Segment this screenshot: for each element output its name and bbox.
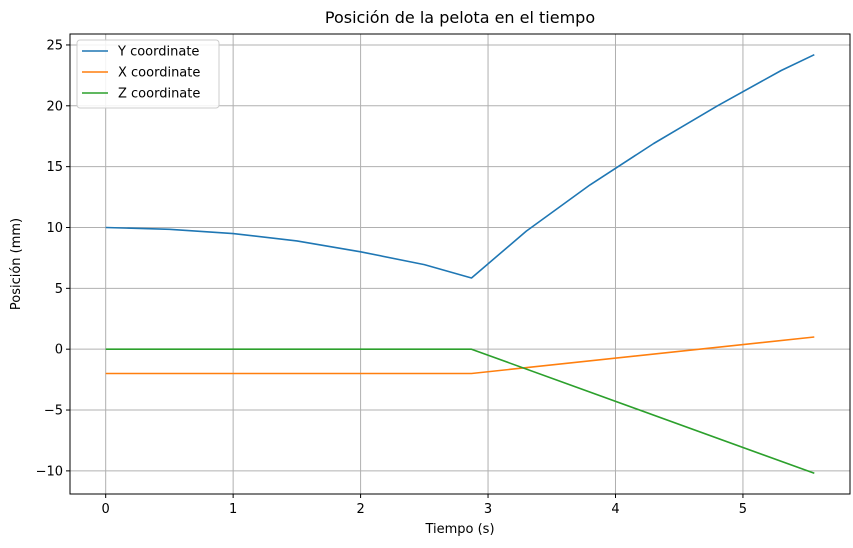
legend: Y coordinate X coordinate Z coordinate [76, 39, 220, 109]
series-line-1 [105, 53, 815, 279]
x-tick-label: 4 [611, 502, 619, 517]
series-lines [105, 53, 815, 475]
y-tick-label: −5 [44, 404, 63, 419]
y-tick-label: −10 [36, 464, 63, 479]
series-line-2 [105, 336, 815, 375]
x-tick-label: 0 [102, 502, 110, 517]
series-line-3 [105, 348, 815, 475]
y-axis-label: Posición (mm) [9, 218, 24, 310]
y-tick-label: 10 [46, 221, 63, 236]
x-axis-label: Tiempo (s) [424, 522, 494, 537]
legend-label: X coordinate [118, 66, 200, 81]
x-tick-label: 2 [356, 502, 364, 517]
y-tick-label: 20 [46, 99, 63, 114]
plot-frame [69, 33, 851, 495]
chart-title: Posición de la pelota en el tiempo [325, 8, 595, 27]
y-tick-label: 5 [55, 282, 63, 297]
x-tick-label: 1 [229, 502, 237, 517]
y-tick-label: 15 [46, 160, 63, 175]
y-tick-label: 0 [55, 343, 63, 358]
legend-box [76, 39, 220, 109]
x-tick-label: 5 [739, 502, 747, 517]
axis-ticks: 0 1 2 3 4 5 −10 −5 0 5 10 15 20 25 [36, 38, 748, 517]
legend-label: Y coordinate [117, 45, 199, 60]
y-tick-label: 25 [46, 38, 63, 53]
x-tick-label: 3 [484, 502, 492, 517]
legend-label: Z coordinate [118, 87, 200, 102]
